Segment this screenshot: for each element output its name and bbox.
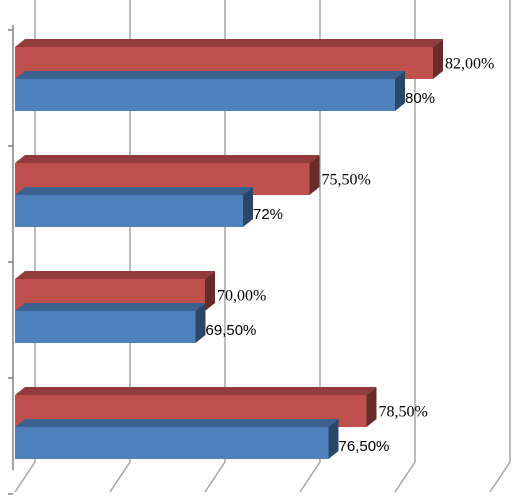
bar-top xyxy=(15,271,215,279)
bar-top xyxy=(15,187,253,195)
value-label: 69,50% xyxy=(206,322,257,339)
grid-line xyxy=(109,0,131,493)
bar xyxy=(15,187,253,227)
bar-front xyxy=(15,311,196,343)
bar-top xyxy=(15,303,206,311)
bar-side xyxy=(366,387,377,427)
bar-front xyxy=(15,427,329,459)
value-label: 76,50% xyxy=(339,438,390,455)
bar-top xyxy=(15,419,339,427)
grid-line xyxy=(394,0,416,493)
bar-side xyxy=(328,419,339,459)
value-label: 75,50% xyxy=(322,172,371,189)
value-label: 78,50% xyxy=(379,404,428,421)
bar-side xyxy=(205,271,215,311)
bar-side xyxy=(195,303,206,343)
grid-line xyxy=(204,0,226,493)
bar-front xyxy=(15,195,243,227)
grid-line xyxy=(299,0,321,493)
grid-line xyxy=(14,0,36,493)
value-label: 70,00% xyxy=(217,288,266,305)
bar-top xyxy=(15,155,320,163)
bar-front xyxy=(15,79,395,111)
bar-side xyxy=(243,187,253,227)
bar xyxy=(15,303,206,343)
value-label: 72% xyxy=(253,206,283,223)
bar-side xyxy=(395,71,405,111)
bar-side xyxy=(309,155,320,195)
bar-top xyxy=(15,71,405,79)
bar-side xyxy=(433,39,443,79)
bar-top xyxy=(15,39,443,47)
value-label: 82,00% xyxy=(445,56,494,73)
value-label: 80% xyxy=(405,90,435,107)
grid-line xyxy=(489,0,511,493)
bar xyxy=(15,419,339,459)
bar xyxy=(15,71,405,111)
bar-top xyxy=(15,387,377,395)
